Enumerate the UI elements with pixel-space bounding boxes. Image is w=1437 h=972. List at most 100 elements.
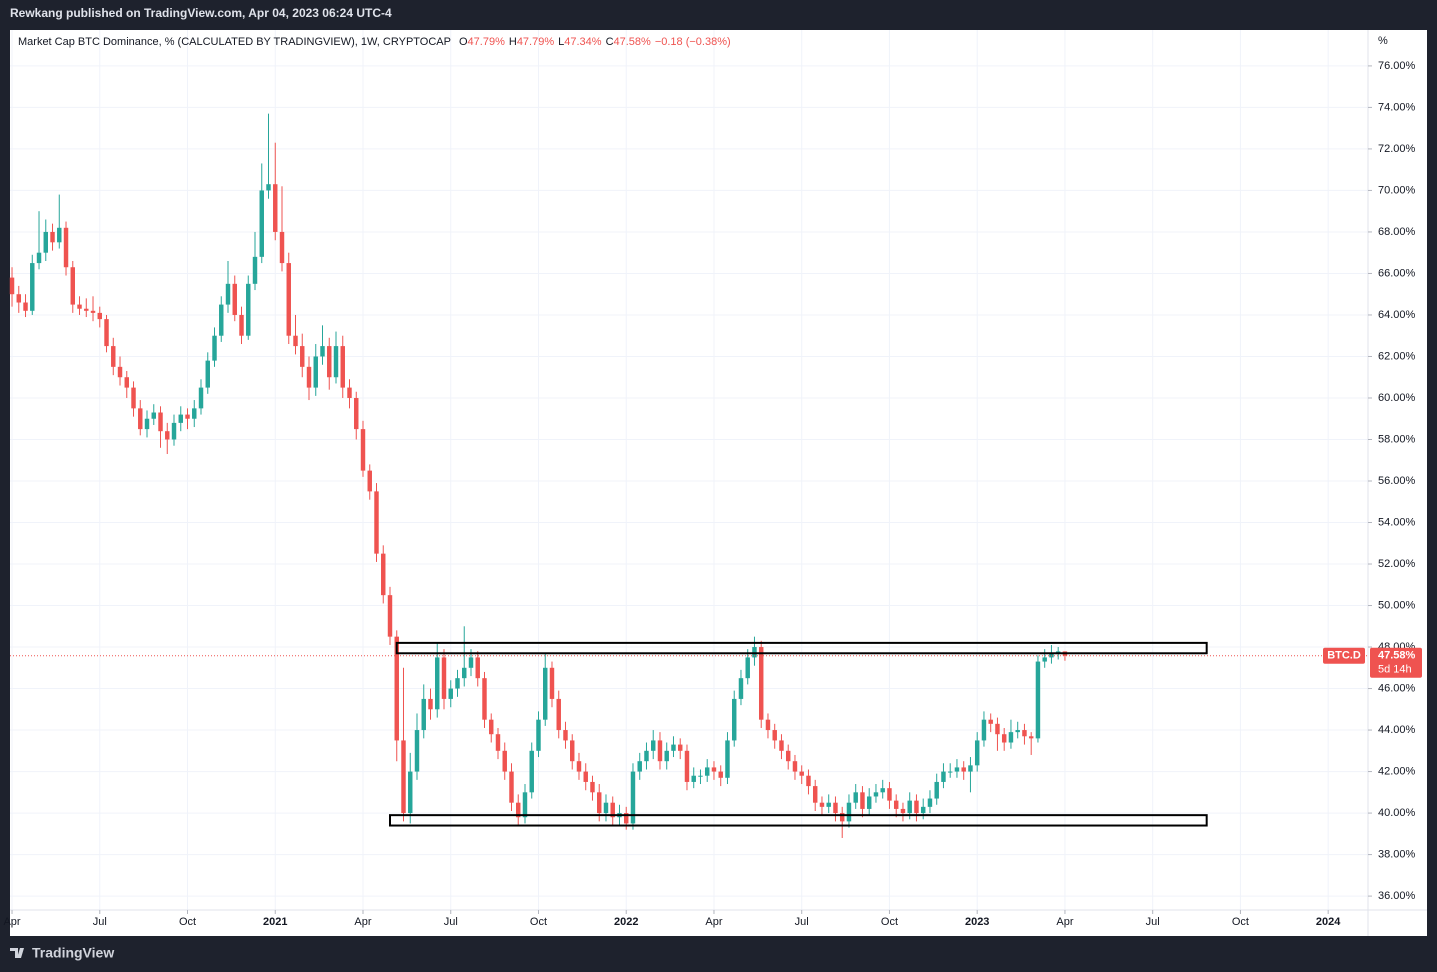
y-tick-label: 50.00% — [1378, 599, 1416, 611]
x-tick-label: 2021 — [263, 916, 287, 928]
candle-body — [158, 412, 163, 432]
legend-ohlc: O47.79% H47.79% L47.34% C47.58% — [459, 36, 651, 48]
y-tick-label: 66.00% — [1378, 267, 1416, 279]
candle-body — [570, 740, 575, 762]
candle-body — [313, 356, 318, 388]
y-tick-label: 42.00% — [1378, 765, 1416, 777]
candle-body — [84, 308, 89, 311]
candle-body — [421, 698, 426, 731]
candle-body — [367, 470, 372, 492]
candle-body — [36, 252, 42, 264]
candle-body — [489, 719, 494, 735]
y-tick-label: 58.00% — [1378, 433, 1416, 445]
price-label: 47.58% — [1378, 650, 1416, 662]
candle-body — [522, 792, 528, 818]
candle-body — [441, 657, 447, 699]
candle-body — [30, 263, 35, 311]
candle-body — [880, 788, 885, 793]
candle-body — [16, 294, 22, 303]
x-tick-label: Apr — [354, 916, 371, 928]
candle-body — [252, 256, 258, 284]
x-tick-label: Oct — [1232, 916, 1249, 928]
x-tick-label: Jul — [93, 916, 107, 928]
candle-body — [556, 698, 561, 731]
candle-body — [151, 412, 156, 419]
candle-body — [138, 408, 143, 430]
y-tick-label: 74.00% — [1378, 101, 1416, 113]
candle-body — [624, 813, 629, 824]
candle-body — [448, 688, 453, 699]
legend-key: O — [459, 36, 468, 48]
candle-body — [246, 283, 251, 336]
y-tick-label: 52.00% — [1378, 558, 1416, 570]
legend-value: 47.79% — [517, 36, 555, 48]
candle-body — [711, 767, 717, 772]
candle-body — [77, 304, 82, 309]
candle-body — [286, 263, 291, 336]
candle-body — [293, 335, 298, 347]
x-tick-label: Jul — [444, 916, 458, 928]
candle-body — [1001, 734, 1007, 743]
y-tick-label: 40.00% — [1378, 807, 1416, 819]
candle-body — [1008, 732, 1014, 743]
candle-body — [387, 595, 393, 637]
y-tick-label: 36.00% — [1378, 890, 1416, 902]
legend-key: H — [509, 36, 517, 48]
candle-body — [745, 657, 750, 679]
candle-body — [394, 636, 399, 741]
candle-body — [435, 657, 440, 710]
candle-body — [111, 346, 116, 367]
candle-body — [900, 808, 906, 814]
candle-body — [124, 377, 129, 388]
candle-body — [657, 740, 663, 762]
candle-body — [239, 314, 244, 336]
candle-body — [563, 730, 568, 741]
candle-body — [1015, 730, 1020, 733]
candle-body — [603, 802, 609, 814]
legend-value: 47.79% — [468, 36, 506, 48]
candle-body — [536, 719, 541, 751]
candle-body — [806, 775, 811, 787]
candle-body — [43, 231, 48, 253]
x-tick-label: Oct — [881, 916, 898, 928]
plot — [9, 30, 1368, 910]
candle-body — [860, 792, 865, 809]
candle-body — [853, 792, 858, 803]
candle-body — [812, 786, 818, 803]
candle-body — [677, 744, 683, 751]
candle-body — [279, 231, 285, 264]
candle-body — [468, 657, 474, 668]
price-badge — [1370, 647, 1422, 678]
candle-body — [414, 730, 420, 772]
candle-body — [644, 750, 649, 762]
x-tick-label: 2024 — [1316, 916, 1341, 928]
candle-body — [185, 414, 190, 419]
candle-body — [1028, 736, 1034, 739]
candle-body — [731, 698, 737, 741]
candle-body — [839, 813, 845, 822]
candle-body — [691, 775, 696, 782]
x-tick-label: Oct — [179, 916, 196, 928]
candle-body — [198, 387, 204, 409]
candle-body — [408, 771, 413, 814]
candle-body — [104, 319, 109, 347]
candle-body — [752, 647, 757, 658]
y-tick-label: 76.00% — [1378, 60, 1416, 72]
legend-key: L — [558, 36, 564, 48]
candle-body — [205, 360, 210, 388]
candle-body — [725, 740, 730, 778]
candle-body — [758, 647, 764, 720]
candle-body — [995, 723, 1000, 735]
candle-body — [475, 657, 480, 679]
candle-body — [502, 750, 507, 772]
candle-body — [961, 767, 966, 772]
candle-body — [401, 740, 406, 814]
candle-body — [360, 429, 366, 471]
candle-body — [178, 414, 183, 423]
candle-body — [738, 678, 744, 699]
chart-panel — [10, 30, 1427, 936]
candle-body — [981, 719, 987, 741]
candle-body — [340, 346, 345, 388]
candle-body — [90, 310, 96, 313]
